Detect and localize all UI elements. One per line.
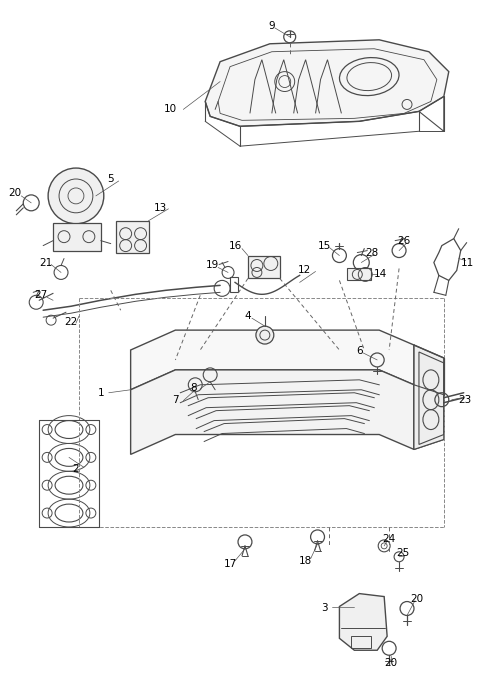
Polygon shape (131, 330, 414, 390)
Text: 8: 8 (190, 383, 197, 393)
Text: 2: 2 (72, 464, 79, 475)
Polygon shape (339, 594, 387, 650)
Polygon shape (248, 256, 280, 279)
Text: 7: 7 (172, 395, 179, 405)
Text: 20: 20 (384, 658, 398, 668)
Polygon shape (414, 345, 444, 449)
Text: 16: 16 (228, 241, 241, 251)
Text: 3: 3 (321, 603, 328, 613)
Text: 20: 20 (410, 594, 423, 603)
Circle shape (48, 168, 104, 224)
Polygon shape (205, 40, 449, 126)
Text: 18: 18 (299, 556, 312, 566)
Text: 20: 20 (9, 188, 22, 198)
Text: 4: 4 (245, 312, 251, 321)
Text: 23: 23 (458, 395, 471, 405)
Text: 1: 1 (97, 388, 104, 398)
Text: 9: 9 (268, 21, 275, 31)
Text: 13: 13 (154, 203, 167, 213)
Polygon shape (414, 385, 444, 449)
Text: 28: 28 (366, 248, 379, 258)
Text: 27: 27 (35, 290, 48, 300)
Text: 26: 26 (397, 236, 411, 246)
Polygon shape (131, 370, 414, 454)
Text: 11: 11 (461, 258, 474, 267)
Text: 15: 15 (318, 241, 331, 251)
Text: 22: 22 (64, 317, 78, 327)
Text: 19: 19 (205, 260, 219, 270)
Text: 21: 21 (39, 258, 53, 267)
Text: 14: 14 (373, 270, 387, 279)
Polygon shape (348, 269, 371, 281)
Text: 10: 10 (164, 104, 177, 114)
Text: 25: 25 (396, 548, 409, 558)
Circle shape (256, 326, 274, 344)
Text: 24: 24 (383, 534, 396, 544)
Text: 12: 12 (298, 265, 311, 276)
Text: 17: 17 (223, 559, 237, 569)
Text: 6: 6 (356, 346, 362, 356)
Polygon shape (53, 223, 101, 251)
Text: 5: 5 (108, 174, 114, 184)
Polygon shape (116, 220, 148, 253)
